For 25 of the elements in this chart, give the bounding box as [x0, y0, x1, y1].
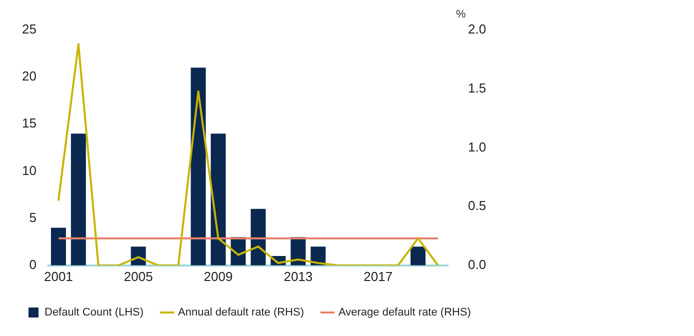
bar — [210, 134, 226, 266]
y-tick-label: 5 — [29, 210, 36, 225]
x-tick-label: 2009 — [204, 268, 233, 284]
x-tick-label: 2001 — [44, 268, 73, 284]
y2-tick-label: 1.5 — [468, 80, 486, 96]
bar — [70, 134, 86, 266]
y-tick-label: 25 — [22, 22, 36, 37]
legend-label: Average default rate (RHS) — [338, 306, 471, 319]
y2-axis-title: % — [456, 8, 466, 21]
y2-tick-label: 2.0 — [468, 22, 486, 37]
bar — [410, 246, 426, 266]
y2-tick-label: 0.0 — [468, 256, 486, 272]
x-tick-label: 2005 — [124, 268, 153, 284]
legend-label: Default Count (LHS) — [44, 306, 144, 319]
y2-tick-label: 1.0 — [468, 139, 486, 154]
y-tick-label: 20 — [22, 68, 36, 84]
y2-tick-label: 0.5 — [468, 198, 486, 214]
y-tick-label: 15 — [22, 116, 36, 131]
y-tick-label: 10 — [22, 162, 36, 178]
bar — [250, 208, 266, 266]
x-tick-label: 2013 — [284, 268, 313, 284]
legend-label: Annual default rate (RHS) — [178, 306, 304, 319]
x-tick-label: 2017 — [364, 268, 393, 284]
y-tick-label: 0 — [29, 256, 36, 272]
bar — [50, 228, 66, 266]
